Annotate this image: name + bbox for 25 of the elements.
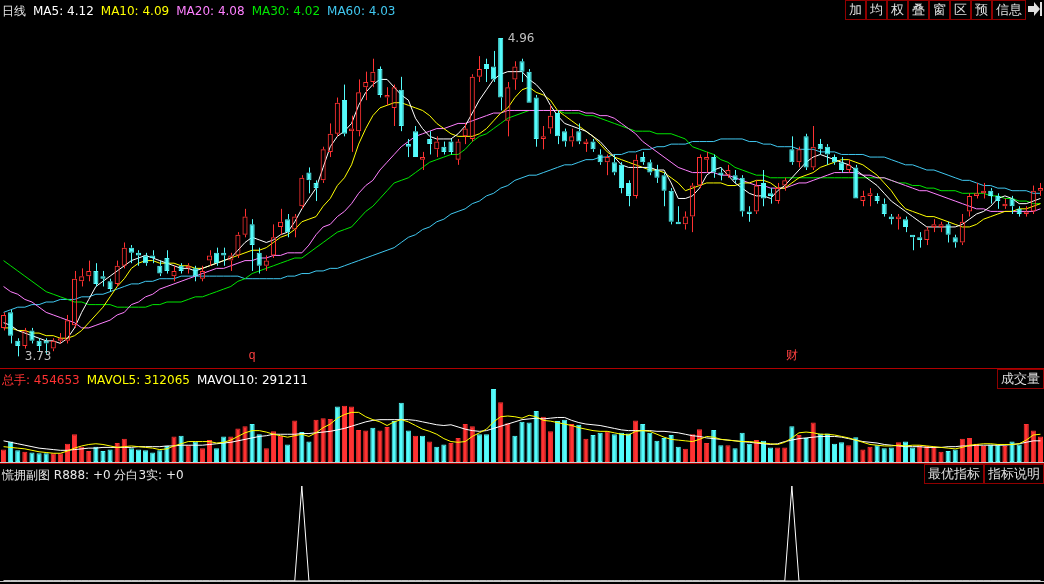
text: 最优指标: [924, 464, 984, 484]
text: 预: [971, 0, 992, 20]
text: MA30: 4.02: [251, 4, 321, 18]
text: MAVOL5: 312065: [86, 373, 190, 387]
text: 窗: [929, 0, 950, 20]
x-tick-label: 财: [785, 348, 798, 363]
text: MAVOL10: 291211: [196, 373, 308, 387]
text: 叠: [908, 0, 929, 20]
text: MA10: 4.09: [100, 4, 170, 18]
x-tick-label: q: [248, 348, 256, 363]
text: MA60: 4.03: [327, 4, 396, 18]
text: 区: [950, 0, 971, 20]
text: 指标说明: [984, 464, 1044, 484]
annotation: 3.73: [24, 349, 52, 364]
text: 权: [887, 0, 908, 20]
text: 均: [866, 0, 887, 20]
text: MA20: 4.08: [176, 4, 245, 18]
annotation: 4.96: [507, 31, 535, 46]
text: 总手: 454653: [2, 373, 80, 387]
text: 信息: [992, 0, 1026, 20]
text: 加: [845, 0, 866, 20]
chart-title: 慌拥副图 R888: +0 分白3实: +0: [2, 468, 184, 482]
text: MA5: 4.12: [33, 4, 94, 18]
chart-title: 日线: [2, 4, 26, 18]
text: 成交量: [997, 369, 1044, 389]
